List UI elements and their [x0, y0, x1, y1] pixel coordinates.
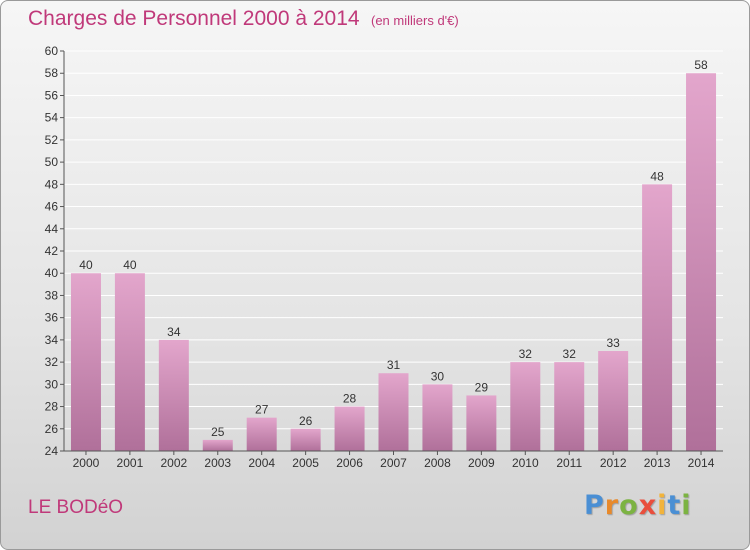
logo-letter: t [667, 490, 682, 521]
value-label: 27 [255, 403, 269, 417]
bar-2010 [510, 362, 541, 451]
y-tick-label: 50 [45, 155, 59, 169]
y-tick-label: 58 [45, 66, 59, 80]
y-tick-label: 54 [45, 111, 59, 125]
value-label: 40 [79, 258, 93, 272]
y-tick-label: 60 [45, 44, 59, 58]
x-tick-label: 2001 [117, 456, 144, 470]
y-tick-label: 42 [45, 244, 59, 258]
bar-2001 [114, 273, 145, 451]
bar-2006 [334, 406, 365, 451]
y-tick-label: 40 [45, 266, 59, 280]
bar-2003 [202, 439, 233, 451]
x-tick-label: 2006 [336, 456, 363, 470]
x-tick-label: 2010 [512, 456, 539, 470]
value-label: 34 [167, 325, 181, 339]
x-tick-label: 2003 [204, 456, 231, 470]
labels: 24 26 28 30 32 34 36 38 40 42 44 46 48 50 52 54 56 58 60 40… [45, 44, 715, 470]
bar-2005 [290, 428, 321, 451]
y-tick-label: 56 [45, 88, 59, 102]
value-label: 58 [694, 58, 708, 72]
value-label: 32 [519, 347, 533, 361]
x-tick-label: 2008 [424, 456, 451, 470]
y-tick-label: 34 [45, 333, 59, 347]
y-tick-label: 52 [45, 133, 59, 147]
bar-2011 [554, 362, 585, 451]
x-tick-label: 2014 [688, 456, 715, 470]
logo-letter: x [638, 490, 658, 521]
value-label: 30 [431, 369, 445, 383]
y-tick-label: 48 [45, 177, 59, 191]
bar-2008 [422, 384, 453, 451]
bar-2012 [598, 351, 629, 451]
x-tick-label: 2011 [556, 456, 582, 470]
logo-letter: P [584, 490, 605, 521]
logo-letter: o [619, 490, 639, 521]
value-label: 28 [343, 392, 357, 406]
x-tick-label: 2009 [468, 456, 495, 470]
value-label: 26 [299, 414, 313, 428]
chart-title: Charges de Personnel 2000 à 2014 [28, 7, 360, 30]
bar-2000 [70, 273, 101, 451]
bar-2013 [642, 184, 673, 452]
bar-2009 [466, 395, 497, 451]
value-label: 29 [475, 380, 489, 394]
value-label: 31 [387, 358, 401, 372]
bar-2002 [158, 339, 189, 451]
logo-letter: r [604, 490, 620, 521]
x-tick-label: 2007 [380, 456, 407, 470]
axes [60, 50, 723, 455]
bars [70, 73, 717, 452]
y-tick-label: 26 [45, 422, 59, 436]
y-tick-label: 44 [45, 222, 59, 236]
y-tick-label: 38 [45, 288, 59, 302]
y-tick-label: 28 [45, 400, 59, 414]
value-label: 48 [650, 169, 664, 183]
y-tick-label: 24 [45, 444, 59, 458]
bar-2014 [686, 73, 717, 451]
value-label: 40 [123, 258, 137, 272]
x-tick-label: 2004 [248, 456, 275, 470]
y-tick-label: 46 [45, 200, 59, 214]
y-tick-label: 30 [45, 377, 59, 391]
logo-letter: i [657, 490, 668, 521]
value-label: 32 [563, 347, 577, 361]
bar-2004 [246, 417, 277, 451]
logo-letter: i [681, 490, 692, 521]
value-label: 33 [606, 336, 620, 350]
chart-subtitle: (en milliers d'€) [371, 13, 459, 28]
commune-name: LE BODéO [28, 497, 124, 518]
bar-2007 [378, 373, 409, 451]
x-tick-label: 2002 [160, 456, 187, 470]
value-label: 25 [211, 425, 225, 439]
x-tick-label: 2000 [73, 456, 100, 470]
y-tick-label: 32 [45, 355, 59, 369]
x-tick-label: 2005 [292, 456, 319, 470]
x-tick-label: 2013 [644, 456, 671, 470]
y-tick-label: 36 [45, 311, 59, 325]
proxiti-logo: Proxiti [584, 490, 692, 521]
x-tick-label: 2012 [600, 456, 627, 470]
